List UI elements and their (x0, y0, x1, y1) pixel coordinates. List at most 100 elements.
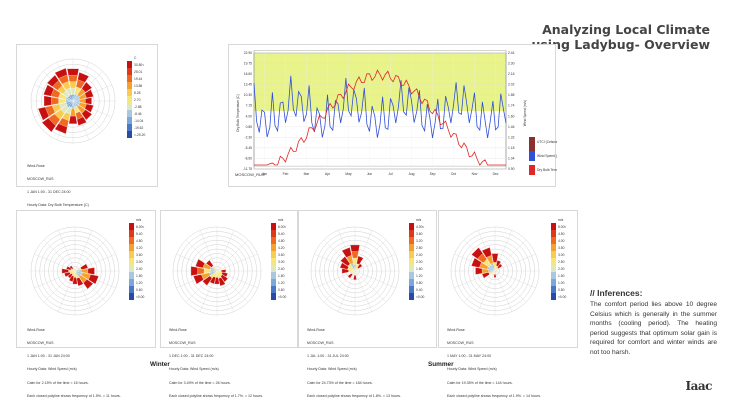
rose-petal-segment (43, 95, 52, 107)
legend-unit: C (134, 56, 137, 60)
legend-swatch (409, 265, 414, 272)
rose-petal-segment (88, 274, 99, 285)
rose-petal-segment (193, 274, 204, 285)
legend-label: 4.80 (278, 239, 285, 243)
legend-swatch (551, 251, 556, 258)
legend-label: 19.44 (134, 77, 142, 81)
legend-swatch (129, 279, 134, 286)
y-tick-left: -11.75 (243, 167, 252, 171)
rose-petal-segment (61, 268, 69, 274)
rose-petal-segment (190, 266, 198, 276)
legend-swatch (271, 265, 276, 272)
legend-swatch (271, 272, 276, 279)
iaac-logo: Iaac (685, 379, 713, 393)
legend-label: 2.50 (558, 260, 565, 264)
rose-petal-segment (54, 68, 68, 79)
legend-swatch (409, 230, 414, 237)
caption-line: Each closed polyline shows frequency of … (27, 393, 121, 398)
rose-spoke (58, 230, 76, 272)
rose-petal-segment (43, 84, 55, 97)
rose-spoke (43, 239, 76, 272)
rose-petal-segment (471, 247, 483, 259)
legend-label: 4.80 (136, 239, 143, 243)
temperature-series (254, 69, 506, 166)
temperature-wind-chart-panel: 22.90 2.44 19.75 2.30 16.60 2.16 13.45 2.02 10.3… (228, 44, 557, 187)
rose-petal-segment (496, 260, 502, 267)
legend-swatch (551, 293, 556, 300)
legend-label: 0.60 (136, 288, 143, 292)
y-axis-right-label: Wind Speed (m/s) (523, 100, 527, 126)
caption-line: Calm for 2.15% of the time = 16 hours. (27, 380, 89, 385)
y-axis-left-label: Dry Bulb Temperature (C) (236, 94, 240, 132)
legend-swatch (409, 237, 414, 244)
legend-label: 5.40 (278, 232, 285, 236)
rose-petal-segment (85, 97, 92, 105)
legend-label: 0.60 (278, 288, 285, 292)
rose-petal-segment (221, 269, 226, 273)
x-tick-month: Sep (430, 172, 436, 176)
rose-petal-segment (220, 274, 228, 282)
legend-label: 8.28 (134, 91, 141, 95)
legend-label: <0.00 (278, 295, 287, 299)
y-tick-left: -5.45 (244, 146, 252, 150)
rose-spoke (354, 270, 372, 312)
rose-petal-segment (72, 277, 78, 285)
rose-spoke (494, 254, 536, 272)
title-line-2: using Ladybug- Overview (531, 37, 710, 52)
legend-swatch (271, 293, 276, 300)
title-line-1: Analyzing Local Climate (542, 22, 710, 37)
rose-petal-segment (80, 263, 89, 270)
wind-rose-panel-4: m/s 5.00< 4.50 4.00 3.50 3.00 2.50 2.00 1.50 1.00… (438, 210, 578, 398)
y-tick-left: 13.45 (244, 83, 252, 87)
caption-line: Hourly Data: Wind Speed (m/s) (307, 367, 357, 372)
caption-line: MOSCOW_RUS (27, 177, 54, 182)
legend-label: 5.40 (136, 232, 143, 236)
legend-swatch (271, 251, 276, 258)
x-tick-month: Jun (367, 172, 372, 176)
rose-petal-segment (493, 274, 497, 278)
legend-label: 4.00< (416, 225, 424, 229)
caption-line: MOSCOW_RUS (169, 341, 196, 346)
legend-swatch (129, 230, 134, 237)
y-tick-left: 19.75 (244, 62, 252, 66)
legend-label: 2.80 (416, 246, 423, 250)
rose-petal-segment (83, 279, 94, 290)
legend-label: 3.60 (136, 253, 143, 257)
caption-line: Wind-Rose (27, 327, 45, 332)
chart-legend-swatch (529, 151, 535, 161)
chart-legend-label: Dry Bulb Temperature (Hourly Average) (537, 168, 557, 172)
rose-spoke (494, 270, 527, 303)
legend-swatch (127, 131, 132, 138)
y-tick-right: 2.44 (508, 51, 515, 55)
legend-label: 6.00< (136, 225, 144, 229)
rose-petal-segment (195, 258, 205, 268)
x-tick-month: Dec (493, 172, 499, 176)
comfort-band (254, 53, 506, 111)
legend-swatch (127, 124, 132, 131)
caption-line: 1 JAN 1:00 - 31 DEC 24:00 (27, 190, 71, 195)
rose-petal-segment (491, 253, 499, 263)
legend-swatch (409, 258, 414, 265)
legend-label: <0.00 (558, 295, 567, 299)
rose-petal-segment (341, 247, 352, 258)
rose-spoke (463, 270, 496, 303)
wind-rose-panel-3: m/s 4.00< 3.60 3.20 2.80 2.40 2.00 1.60 1.20 0.80… (298, 210, 437, 398)
wind-rose-panel-2: m/s 6.00< 5.40 4.80 4.20 3.60 3.00 2.40 1.80 1.20… (160, 210, 298, 398)
legend-swatch (551, 244, 556, 251)
caption-line: MOSCOW_RUS (307, 341, 334, 346)
x-tick-month: Apr (325, 172, 331, 176)
chart-legend-label: Wind Speed (Hourly Average) (537, 154, 557, 158)
legend-label: 13.86 (134, 84, 142, 88)
rose-petal-segment (68, 75, 78, 82)
rose-spoke (354, 270, 396, 288)
rose-petals (61, 263, 99, 290)
rose-petal-segment (77, 72, 89, 83)
legend-swatch (127, 75, 132, 82)
caption-line: 1 MAY 1:00 - 31 MAY 24:00 (447, 354, 492, 359)
legend-label: 3.60 (416, 232, 423, 236)
rose-petal-segment (66, 266, 72, 271)
rose-petal-segment (37, 107, 50, 121)
chart-legend-swatch (529, 137, 535, 153)
rose-petals (190, 258, 228, 287)
legend-swatch (551, 237, 556, 244)
